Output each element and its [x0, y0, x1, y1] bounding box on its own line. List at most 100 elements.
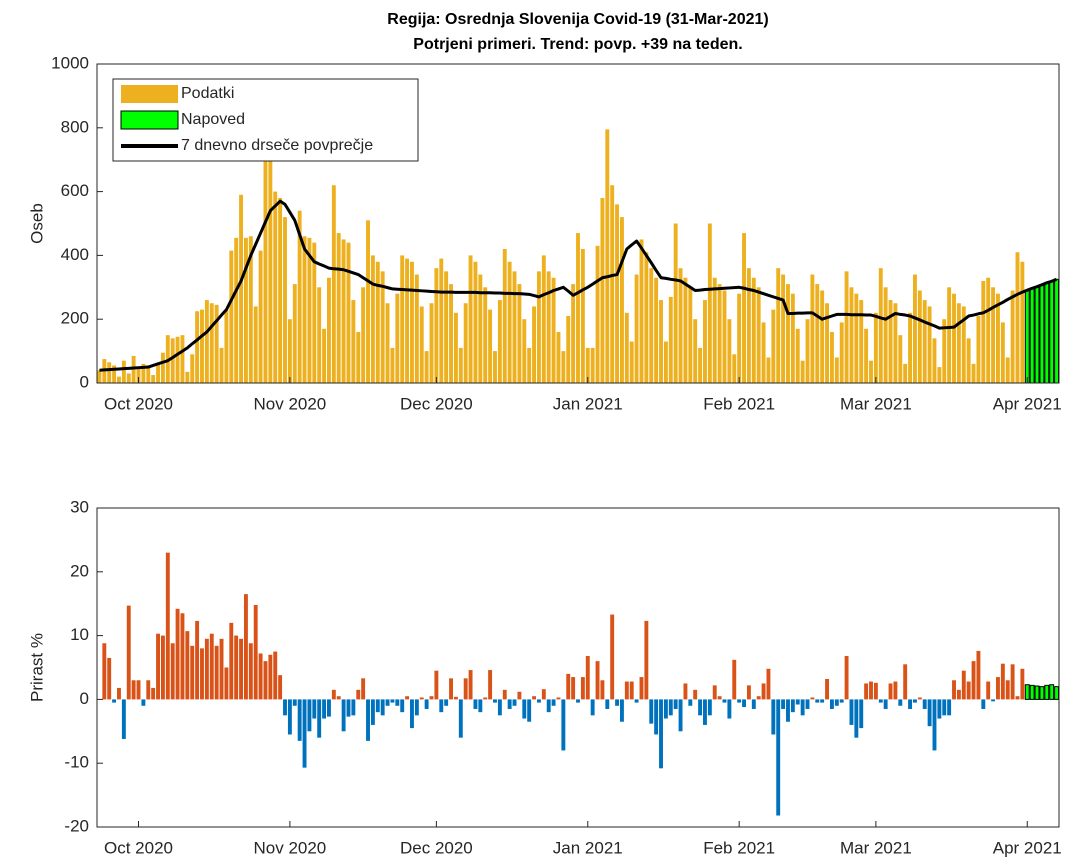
bar [268, 159, 273, 383]
bar [771, 699, 776, 735]
bar [1015, 252, 1020, 383]
bar [234, 635, 239, 700]
bar [1029, 287, 1035, 384]
bar [903, 363, 908, 383]
bar [927, 306, 932, 383]
bar [751, 277, 756, 383]
bar [956, 303, 961, 383]
bar [180, 335, 185, 383]
y-tick-label: -10 [64, 753, 89, 772]
bar [243, 237, 248, 383]
bar [273, 191, 278, 383]
bar [707, 223, 712, 383]
bar [160, 635, 165, 700]
bar [776, 699, 781, 816]
bar [976, 316, 981, 383]
bar [517, 691, 522, 700]
bar [341, 239, 346, 383]
bar [659, 300, 663, 383]
bar [121, 699, 126, 739]
bar [307, 699, 312, 732]
bar [766, 357, 771, 383]
bar [912, 274, 917, 383]
bar [366, 699, 370, 741]
bar [410, 699, 414, 729]
bar [536, 699, 541, 703]
bar [141, 363, 146, 383]
bar [556, 331, 561, 383]
bar [947, 699, 952, 716]
bar [327, 277, 331, 383]
y-tick-label: 1000 [51, 53, 89, 72]
bar [790, 699, 795, 713]
bar [405, 696, 410, 700]
bar [156, 633, 160, 700]
bar [634, 699, 639, 703]
bar [317, 287, 322, 383]
bar [712, 277, 717, 383]
bar [1000, 322, 1005, 383]
x-tick-label: Apr 2021 [993, 394, 1062, 413]
bar [654, 277, 659, 383]
bar [580, 249, 585, 383]
bar [590, 699, 595, 716]
bar [546, 271, 551, 383]
bar [698, 699, 703, 716]
bar [424, 351, 429, 383]
bar [781, 699, 786, 709]
bar [331, 185, 336, 383]
bar [825, 678, 829, 700]
x-tick-label: Feb 2021 [703, 838, 775, 857]
bar [942, 699, 947, 716]
x-tick-label: Dec 2020 [400, 838, 473, 857]
bar [693, 689, 698, 700]
bar [898, 335, 903, 383]
bar [1029, 684, 1035, 700]
bar [556, 697, 561, 700]
bar [478, 699, 483, 713]
bar [1054, 278, 1060, 384]
bar [595, 661, 600, 700]
bar [429, 303, 434, 383]
bar [605, 129, 610, 383]
bar [590, 347, 595, 383]
bar [1024, 289, 1030, 384]
y-tick-label: 200 [61, 309, 89, 328]
bar [346, 699, 351, 717]
bar [395, 699, 400, 706]
bar [1054, 686, 1060, 700]
bar [551, 699, 556, 706]
bar [541, 255, 546, 383]
bar [815, 284, 820, 383]
bar [873, 312, 878, 383]
bar [405, 258, 410, 383]
bar [97, 370, 102, 383]
bar [453, 312, 458, 383]
bar [771, 309, 776, 383]
bar [312, 699, 317, 719]
bar [566, 316, 571, 383]
x-tick-label: Jan 2021 [553, 838, 623, 857]
bar [971, 363, 976, 383]
bar [112, 699, 117, 703]
bar [322, 328, 327, 383]
bar [654, 699, 659, 735]
bar [527, 699, 532, 722]
bar [468, 255, 473, 383]
bar [292, 699, 297, 706]
bar [873, 682, 878, 700]
bar [864, 328, 869, 383]
bar [297, 699, 302, 741]
bar [107, 657, 112, 700]
x-tick-label: Oct 2020 [104, 394, 173, 413]
bar [468, 670, 473, 700]
bar [844, 271, 849, 383]
bar [986, 681, 991, 700]
bar [703, 300, 707, 383]
bar [488, 309, 493, 383]
bar [952, 680, 956, 700]
bar [453, 696, 458, 700]
bar [1005, 357, 1010, 383]
bar [795, 699, 800, 705]
bar [571, 677, 576, 700]
